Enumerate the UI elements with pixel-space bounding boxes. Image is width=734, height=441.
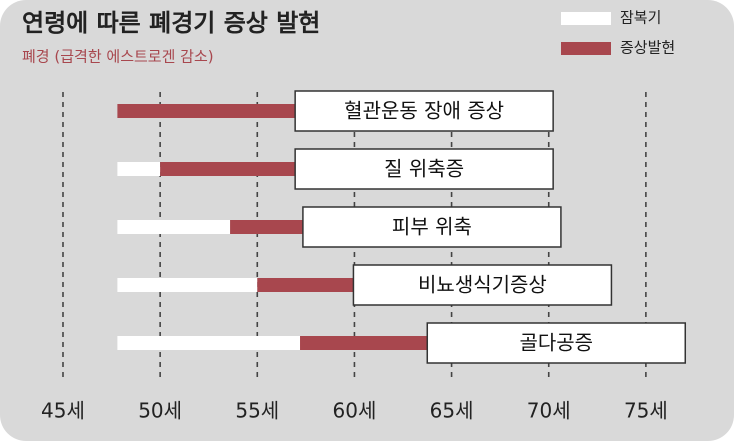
x-tick-label: 45세 — [41, 399, 85, 423]
bar-segment — [117, 104, 297, 118]
x-tick-label: 70세 — [527, 399, 571, 423]
x-tick-label: 55세 — [235, 399, 279, 423]
category-label: 혈관운동 장애 증상 — [344, 99, 504, 123]
x-tick-label: 60세 — [333, 399, 377, 423]
x-tick-label: 75세 — [624, 399, 668, 423]
label-box — [302, 206, 562, 248]
legend-label: 잠복기 — [620, 9, 661, 27]
label-box — [294, 90, 554, 132]
bar-segment — [117, 278, 258, 292]
label-box — [352, 264, 613, 306]
legend-swatch — [561, 42, 611, 55]
label-box — [426, 322, 687, 364]
bar-segment — [117, 162, 161, 176]
bar-segment — [257, 278, 355, 292]
chart-subtitle: 폐경 (급격한 에스트로겐 감소) — [22, 48, 214, 66]
bar-segment — [300, 336, 429, 350]
x-tick-label: 50세 — [138, 399, 182, 423]
x-tick-label: 65세 — [430, 399, 474, 423]
bar-segment — [117, 336, 301, 350]
bar-segment — [117, 220, 231, 234]
legend-swatch — [561, 12, 611, 25]
bar-segment — [160, 162, 297, 176]
category-label: 골다공증 — [519, 331, 593, 355]
category-label: 질 위축증 — [384, 157, 464, 181]
legend-label: 증상발현 — [620, 39, 675, 57]
chart-title: 연령에 따른 폐경기 증상 발현 — [22, 9, 320, 37]
category-label: 비뇨생식기증상 — [418, 273, 547, 297]
category-label: 피부 위축 — [392, 215, 472, 239]
bar-segment — [230, 220, 304, 234]
label-box — [294, 148, 554, 190]
